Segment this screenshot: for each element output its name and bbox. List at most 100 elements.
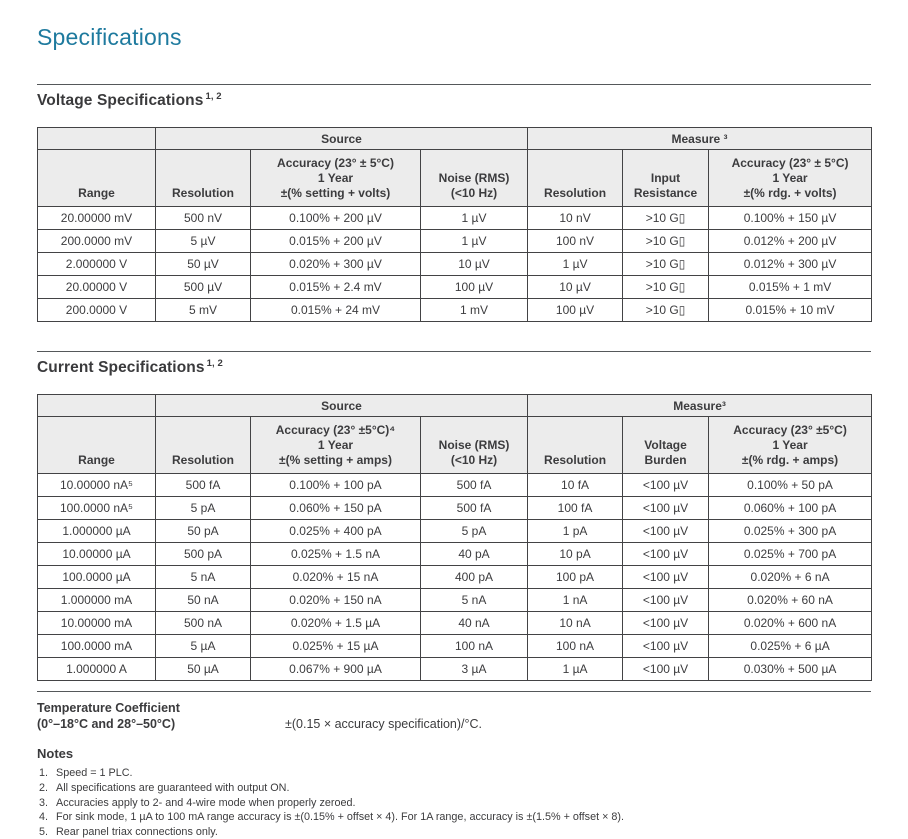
cell-src-accuracy: 0.020% + 300 µV xyxy=(250,252,421,277)
cell-meas-resolution: 100 µV xyxy=(527,298,624,323)
voltage-column-header-row: Range Resolution Accuracy (23° ± 5°C) 1 … xyxy=(37,149,873,208)
notes-section: Notes 1. Speed = 1 PLC. 2. All specifica… xyxy=(37,746,871,839)
current-table: Source Measure³ Range Resolution Accurac… xyxy=(37,394,873,682)
cell-voltage-burden: <100 µV xyxy=(622,473,710,498)
note-item: 3. Accuracies apply to 2- and 4-wire mod… xyxy=(37,796,871,811)
cell-meas-accuracy: 0.060% + 100 pA xyxy=(708,496,873,521)
temp-coeff-label: Temperature Coefficient (0°–18°C and 28°… xyxy=(37,700,285,732)
cell-noise: 500 fA xyxy=(419,473,529,498)
cell-voltage-burden: <100 µV xyxy=(622,588,710,613)
note-number: 4. xyxy=(39,811,49,824)
table-row: 2.000000 V 50 µV 0.020% + 300 µV 10 µV 1… xyxy=(37,252,873,277)
note-text: All specifications are guaranteed with o… xyxy=(56,781,290,794)
cell-meas-accuracy: 0.100% + 50 pA xyxy=(708,473,873,498)
note-number: 3. xyxy=(39,796,49,809)
cell-input-resistance: >10 G▯ xyxy=(622,229,710,254)
cell-noise: 400 pA xyxy=(419,565,529,590)
note-item: 5. Rear panel triax connections only. xyxy=(37,825,871,839)
cell-range: 10.00000 µA xyxy=(37,542,156,567)
cell-src-accuracy: 0.020% + 150 nA xyxy=(250,588,421,613)
note-text: Accuracies apply to 2- and 4-wire mode w… xyxy=(56,796,356,809)
cell-input-resistance: >10 G▯ xyxy=(622,275,710,300)
cell-noise: 5 pA xyxy=(419,519,529,544)
table-row: 10.00000 µA 500 pA 0.025% + 1.5 nA 40 pA… xyxy=(37,542,873,567)
corner-cell xyxy=(37,127,156,151)
cell-meas-accuracy: 0.020% + 60 nA xyxy=(708,588,873,613)
cell-src-resolution: 5 mV xyxy=(155,298,251,323)
cell-noise: 5 nA xyxy=(419,588,529,613)
source-group-header: Source xyxy=(154,127,529,151)
cell-range: 200.0000 V xyxy=(37,298,156,323)
cell-meas-resolution: 10 µV xyxy=(527,275,624,300)
cell-noise: 3 µA xyxy=(419,657,529,682)
cell-meas-accuracy: 0.100% + 150 µV xyxy=(708,206,873,231)
cell-src-resolution: 500 pA xyxy=(155,542,251,567)
cell-meas-resolution: 1 pA xyxy=(527,519,624,544)
cell-meas-accuracy: 0.030% + 500 µA xyxy=(708,657,873,682)
cell-src-accuracy: 0.025% + 400 pA xyxy=(250,519,421,544)
cell-noise: 1 µV xyxy=(419,206,529,231)
cell-noise: 500 fA xyxy=(419,496,529,521)
cell-src-accuracy: 0.100% + 100 pA xyxy=(250,473,421,498)
cell-src-accuracy: 0.015% + 24 mV xyxy=(250,298,421,323)
cell-meas-resolution: 1 µA xyxy=(527,657,624,682)
cell-noise: 100 µV xyxy=(419,275,529,300)
table-row: 10.00000 mA 500 nA 0.020% + 1.5 µA 40 nA… xyxy=(37,611,873,636)
col-header-meas-accuracy: Accuracy (23° ±5°C) 1 Year ±(% rdg. + am… xyxy=(708,416,873,475)
cell-range: 100.0000 nA⁵ xyxy=(37,496,156,521)
cell-voltage-burden: <100 µV xyxy=(622,634,710,659)
cell-range: 2.000000 V xyxy=(37,252,156,277)
col-header-noise: Noise (RMS) (<10 Hz) xyxy=(419,416,529,475)
note-number: 5. xyxy=(39,825,49,838)
cell-noise: 10 µV xyxy=(419,252,529,277)
cell-src-resolution: 50 nA xyxy=(155,588,251,613)
corner-cell xyxy=(37,394,156,418)
cell-meas-resolution: 100 nV xyxy=(527,229,624,254)
cell-src-resolution: 5 µA xyxy=(155,634,251,659)
cell-voltage-burden: <100 µV xyxy=(622,611,710,636)
col-header-src-accuracy: Accuracy (23° ±5°C)⁴ 1 Year ±(% setting … xyxy=(250,416,421,475)
current-group-header-row: Source Measure³ xyxy=(37,394,873,418)
note-item: 2. All specifications are guaranteed wit… xyxy=(37,781,871,796)
cell-meas-resolution: 100 nA xyxy=(527,634,624,659)
section-divider xyxy=(37,351,871,353)
cell-src-resolution: 500 nV xyxy=(155,206,251,231)
current-heading-text: Current Specifications xyxy=(37,359,205,377)
cell-range: 100.0000 µA xyxy=(37,565,156,590)
section-divider xyxy=(37,691,871,693)
cell-noise: 1 mV xyxy=(419,298,529,323)
cell-meas-resolution: 100 pA xyxy=(527,565,624,590)
cell-src-accuracy: 0.015% + 200 µV xyxy=(250,229,421,254)
page-title: Specifications xyxy=(37,24,182,50)
col-header-meas-resolution: Resolution xyxy=(527,416,624,475)
cell-voltage-burden: <100 µV xyxy=(622,565,710,590)
cell-meas-resolution: 10 nA xyxy=(527,611,624,636)
cell-src-resolution: 500 nA xyxy=(155,611,251,636)
cell-meas-accuracy: 0.015% + 10 mV xyxy=(708,298,873,323)
cell-src-resolution: 5 µV xyxy=(155,229,251,254)
cell-src-resolution: 50 pA xyxy=(155,519,251,544)
col-header-range: Range xyxy=(37,416,156,475)
cell-src-accuracy: 0.067% + 900 µA xyxy=(250,657,421,682)
cell-src-resolution: 5 nA xyxy=(155,565,251,590)
table-row: 1.000000 A 50 µA 0.067% + 900 µA 3 µA 1 … xyxy=(37,657,873,682)
voltage-heading-text: Voltage Specifications xyxy=(37,92,204,110)
table-row: 200.0000 V 5 mV 0.015% + 24 mV 1 mV 100 … xyxy=(37,298,873,323)
temp-coeff-value: ±(0.15 × accuracy specification)/°C. xyxy=(285,717,483,732)
cell-src-accuracy: 0.060% + 150 pA xyxy=(250,496,421,521)
cell-voltage-burden: <100 µV xyxy=(622,542,710,567)
cell-src-resolution: 500 fA xyxy=(155,473,251,498)
cell-src-accuracy: 0.015% + 2.4 mV xyxy=(250,275,421,300)
current-heading: Current Specifications 1, 2 xyxy=(37,358,871,377)
cell-meas-resolution: 10 pA xyxy=(527,542,624,567)
table-row: 20.00000 V 500 µV 0.015% + 2.4 mV 100 µV… xyxy=(37,275,873,300)
cell-noise: 1 µV xyxy=(419,229,529,254)
table-row: 100.0000 µA 5 nA 0.020% + 15 nA 400 pA 1… xyxy=(37,565,873,590)
cell-meas-resolution: 1 µV xyxy=(527,252,624,277)
table-row: 1.000000 µA 50 pA 0.025% + 400 pA 5 pA 1… xyxy=(37,519,873,544)
cell-meas-accuracy: 0.025% + 6 µA xyxy=(708,634,873,659)
cell-range: 20.00000 V xyxy=(37,275,156,300)
cell-meas-accuracy: 0.012% + 200 µV xyxy=(708,229,873,254)
col-header-range: Range xyxy=(37,149,156,208)
